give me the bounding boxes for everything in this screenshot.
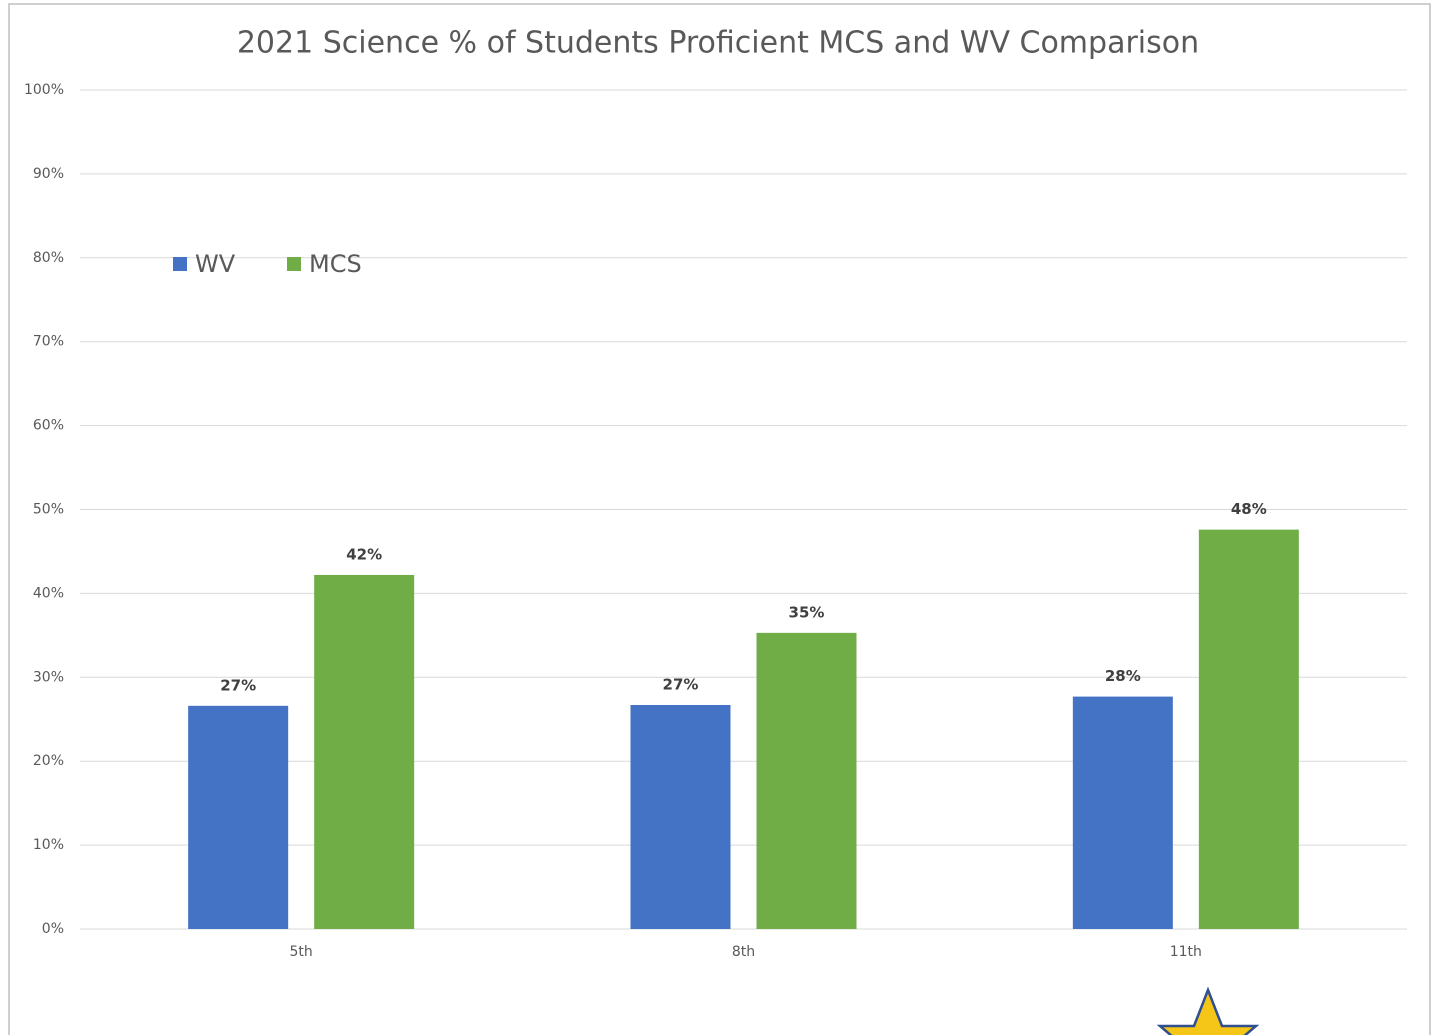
bar (1198, 529, 1299, 929)
y-tick-label: 90% (33, 166, 64, 182)
y-tick-label: 100% (24, 82, 64, 98)
chart-title: 2021 Science % of Students Proficient MC… (237, 26, 1199, 61)
legend-swatch (173, 257, 187, 271)
y-tick-label: 80% (33, 250, 64, 266)
legend-label: WV (195, 250, 236, 278)
bar (1072, 696, 1173, 929)
y-tick-label: 20% (33, 753, 64, 769)
legend-label: MCS (309, 250, 362, 278)
y-tick-label: 50% (33, 502, 64, 518)
x-tick-label: 8th (732, 944, 755, 960)
y-tick-label: 60% (33, 418, 64, 434)
data-label: 27% (220, 676, 256, 694)
data-label: 48% (1231, 500, 1267, 518)
y-tick-label: 70% (33, 334, 64, 350)
data-label: 42% (346, 545, 382, 563)
x-tick-label: 11th (1170, 944, 1202, 960)
y-tick-label: 0% (42, 921, 64, 937)
x-tick-label: 5th (290, 944, 313, 960)
star-icon (1156, 986, 1260, 1035)
bar (756, 632, 857, 929)
bar (314, 574, 415, 929)
y-tick-label: 40% (33, 585, 64, 601)
data-label: 27% (663, 675, 699, 693)
data-label: 28% (1105, 667, 1141, 685)
y-tick-label: 30% (33, 669, 64, 685)
y-tick-label: 10% (33, 837, 64, 853)
legend-swatch (287, 257, 301, 271)
bar (188, 705, 289, 929)
bar (630, 704, 731, 929)
data-label: 35% (789, 603, 825, 621)
